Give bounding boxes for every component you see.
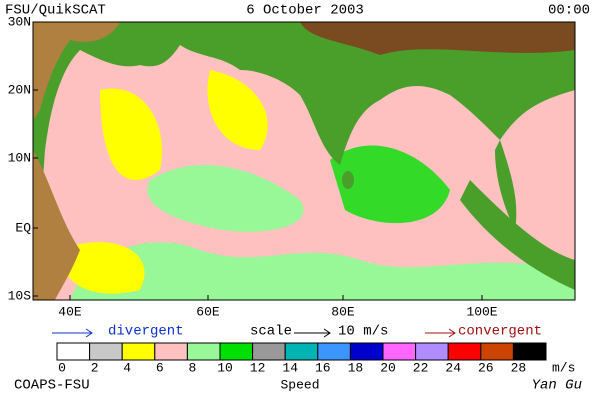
header-right: 00:00: [548, 3, 590, 19]
colorbar-swatch: [512, 342, 547, 361]
colorbar-tick-label: 12: [250, 360, 266, 375]
legend-divergent: divergent: [108, 324, 184, 340]
colorbar-swatch: [447, 342, 482, 361]
colorbar-swatch: [349, 342, 384, 361]
lat-label: 20N: [8, 82, 31, 97]
colorbar-swatch: [382, 342, 417, 361]
colorbar-swatch: [56, 342, 91, 361]
colorbar-swatch: [252, 342, 286, 361]
lat-label: EQ: [15, 220, 31, 235]
legend-scale: scale: [250, 324, 292, 340]
colorbar-tick-label: 28: [511, 360, 527, 375]
colorbar-tick-label: 26: [478, 360, 494, 375]
colorbar-tick-label: 6: [156, 360, 164, 375]
colorbar-tick-label: 0: [58, 360, 66, 375]
header-left: FSU/QuikSCAT: [5, 3, 106, 19]
colorbar-swatch: [154, 342, 188, 361]
header-center: 6 October 2003: [246, 3, 364, 19]
legend-convergent: convergent: [458, 324, 542, 340]
convergent-arrow-head: [448, 328, 456, 338]
colorbar-swatch: [186, 342, 221, 361]
footer-right: Yan Gu: [532, 378, 582, 394]
legend-scale-value: 10 m/s: [338, 324, 388, 340]
colorbar-swatch: [219, 342, 254, 361]
colorbar-swatch: [480, 342, 514, 361]
lon-label: 60E: [196, 304, 220, 319]
lat-label: 10N: [8, 150, 31, 165]
colorbar-swatch: [317, 342, 351, 361]
lon-label: 100E: [466, 304, 497, 319]
colorbar-tick-label: 24: [445, 360, 461, 375]
colorbar-swatch: [415, 342, 449, 361]
colorbar-swatch: [284, 342, 319, 361]
colorbar-unit: m/s: [552, 360, 575, 375]
lat-label: 30N: [8, 14, 31, 29]
colorbar-tick-label: 14: [282, 360, 298, 375]
map: [32, 21, 576, 301]
colorbar-swatch: [121, 342, 156, 361]
divergent-arrow-head: [85, 328, 93, 338]
lon-label: 40E: [58, 304, 82, 319]
colorbar-swatch: [89, 342, 123, 361]
colorbar-tick-label: 22: [413, 360, 429, 375]
colorbar-title: Speed: [280, 377, 319, 392]
scale-arrow-head: [323, 328, 331, 338]
colorbar-tick-label: 8: [188, 360, 196, 375]
colorbar-tick-label: 16: [315, 360, 331, 375]
colorbar-tick-label: 10: [217, 360, 233, 375]
lat-label: 10S: [8, 288, 32, 303]
legend-row: divergent scale 10 m/s convergent: [52, 324, 542, 340]
colorbar-tick-label: 18: [348, 360, 364, 375]
colorbar-tick-label: 2: [91, 360, 99, 375]
colorbar-tick-label: 4: [123, 360, 131, 375]
colorbar-tick-label: 20: [380, 360, 396, 375]
footer-left: COAPS-FSU: [14, 378, 90, 394]
lon-label: 80E: [331, 304, 355, 319]
